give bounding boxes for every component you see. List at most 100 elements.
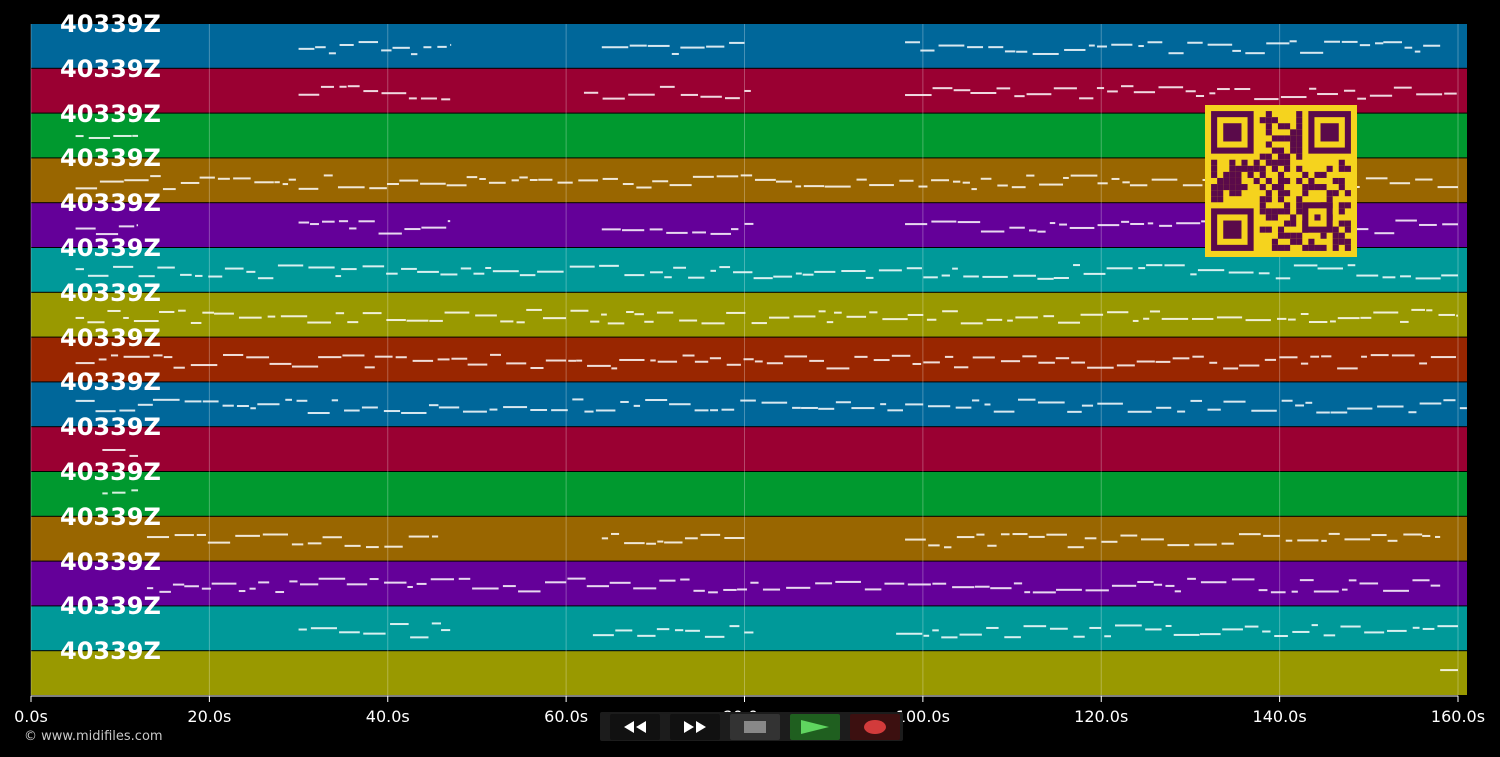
track-lane[interactable]	[31, 561, 1467, 606]
note	[466, 176, 478, 179]
note	[1377, 405, 1404, 408]
note	[724, 537, 745, 540]
note	[518, 590, 541, 593]
note	[1442, 223, 1458, 226]
note	[1316, 411, 1330, 414]
track-lane[interactable]	[31, 651, 1467, 695]
note	[446, 184, 467, 187]
note	[974, 585, 990, 588]
note	[431, 535, 439, 538]
track-lane[interactable]	[31, 606, 1467, 651]
note	[834, 311, 842, 314]
note	[572, 398, 584, 401]
note	[172, 583, 185, 586]
note	[102, 492, 108, 495]
track-lane[interactable]	[31, 516, 1467, 561]
note	[1387, 629, 1407, 632]
note	[657, 360, 678, 363]
fast-forward-button[interactable]	[670, 714, 720, 740]
note	[1258, 272, 1270, 275]
note	[386, 183, 399, 186]
note	[1340, 625, 1361, 628]
track-lane[interactable]	[31, 472, 1467, 516]
note	[1049, 627, 1068, 630]
note	[1004, 636, 1021, 639]
note	[1122, 181, 1130, 184]
note	[440, 273, 458, 276]
note	[1437, 625, 1458, 628]
note	[1007, 319, 1013, 322]
note	[338, 220, 349, 223]
note	[1151, 178, 1178, 181]
track-lane[interactable]	[31, 24, 1467, 68]
note	[1059, 223, 1068, 226]
note	[685, 629, 700, 632]
note	[1426, 309, 1433, 312]
note	[458, 577, 471, 580]
note	[957, 221, 981, 224]
record-button[interactable]	[850, 714, 900, 740]
note	[1223, 367, 1239, 370]
note	[339, 85, 347, 88]
stop-icon	[740, 719, 770, 735]
note	[786, 586, 811, 589]
note	[150, 175, 161, 178]
note	[1440, 669, 1458, 672]
note	[941, 274, 950, 277]
play-button[interactable]	[790, 714, 840, 740]
note	[124, 179, 149, 182]
note	[472, 587, 499, 590]
note	[731, 228, 739, 231]
stop-button[interactable]	[730, 714, 780, 740]
note	[990, 587, 1012, 590]
note	[257, 403, 280, 406]
note	[684, 537, 698, 540]
note	[972, 356, 995, 359]
note	[567, 577, 586, 580]
note	[891, 354, 911, 357]
play-icon	[798, 718, 832, 736]
note	[473, 272, 485, 275]
note-group	[1440, 669, 1458, 672]
track-label: 40339Z	[60, 10, 161, 38]
note	[955, 406, 972, 409]
note	[146, 536, 170, 539]
track-lane[interactable]	[31, 382, 1467, 427]
note	[1174, 590, 1181, 593]
note	[988, 46, 1004, 49]
note-group	[75, 134, 139, 139]
note	[622, 183, 634, 186]
note	[710, 409, 719, 412]
note	[174, 534, 194, 537]
note	[410, 636, 429, 639]
track-lane[interactable]	[31, 292, 1467, 337]
note	[526, 308, 542, 311]
note	[1364, 631, 1385, 634]
track-lane[interactable]	[31, 427, 1467, 471]
note	[1097, 224, 1120, 227]
rewind-button[interactable]	[610, 714, 660, 740]
note	[384, 545, 403, 548]
track-label: 40339Z	[60, 144, 161, 173]
note	[1000, 360, 1021, 363]
note	[530, 367, 544, 370]
note	[880, 403, 887, 406]
note	[882, 318, 908, 321]
note	[971, 399, 980, 402]
note	[123, 316, 129, 319]
note	[462, 410, 487, 413]
note	[1073, 635, 1085, 638]
note	[447, 220, 451, 223]
note	[323, 174, 333, 177]
note	[997, 184, 1008, 187]
note	[688, 276, 705, 279]
note	[1167, 544, 1190, 547]
note	[347, 85, 360, 88]
note	[328, 52, 336, 55]
note	[98, 358, 107, 361]
note	[282, 183, 289, 186]
note	[716, 175, 739, 178]
note	[1080, 313, 1104, 316]
